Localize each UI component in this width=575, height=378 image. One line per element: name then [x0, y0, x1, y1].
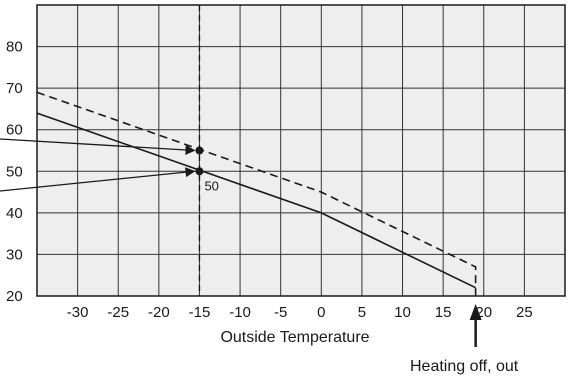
y-tick-label: 20	[6, 288, 23, 305]
annotations: Heating off, out	[410, 304, 519, 375]
point-label: 50	[204, 178, 218, 193]
plot-background	[37, 5, 565, 296]
y-tick-label: 70	[6, 80, 23, 97]
highlight-point	[195, 146, 204, 155]
series-line-dashed	[36, 91, 477, 296]
pointer-arrows	[0, 138, 196, 192]
x-tick-label: -20	[148, 304, 170, 321]
highlight-points: 50	[195, 146, 219, 193]
x-axis-label: Outside Temperature	[220, 329, 369, 346]
x-tick-label: -5	[274, 304, 287, 321]
x-tick-label: -25	[107, 304, 129, 321]
highlight-point	[195, 167, 204, 176]
x-tick-label: 10	[394, 304, 411, 321]
grid-lines	[37, 5, 565, 296]
y-tick-label: 30	[6, 246, 23, 263]
pointer-arrow	[0, 167, 196, 192]
plot-border	[36, 4, 566, 297]
x-tick-label: 0	[317, 304, 325, 321]
x-tick-label: 25	[516, 304, 533, 321]
annotation-arrow-head	[469, 304, 482, 320]
y-tick-label: 50	[6, 163, 23, 180]
x-tick-label: -10	[229, 304, 251, 321]
x-tick-label: -15	[189, 304, 211, 321]
x-axis-ticks: -30 -25 -20 -15 -10 -5 0 5 10 15 20 25	[67, 304, 533, 321]
y-tick-label: 80	[6, 39, 23, 56]
y-tick-label: 40	[6, 205, 23, 222]
annotation-text: Heating off, out	[410, 358, 519, 375]
x-tick-label: 5	[358, 304, 366, 321]
x-tick-label: -30	[67, 304, 89, 321]
y-tick-label: 60	[6, 122, 23, 139]
x-tick-label: 15	[435, 304, 452, 321]
y-axis-ticks: 20 30 40 50 60 70 80	[6, 39, 23, 305]
pointer-arrow	[0, 138, 196, 155]
